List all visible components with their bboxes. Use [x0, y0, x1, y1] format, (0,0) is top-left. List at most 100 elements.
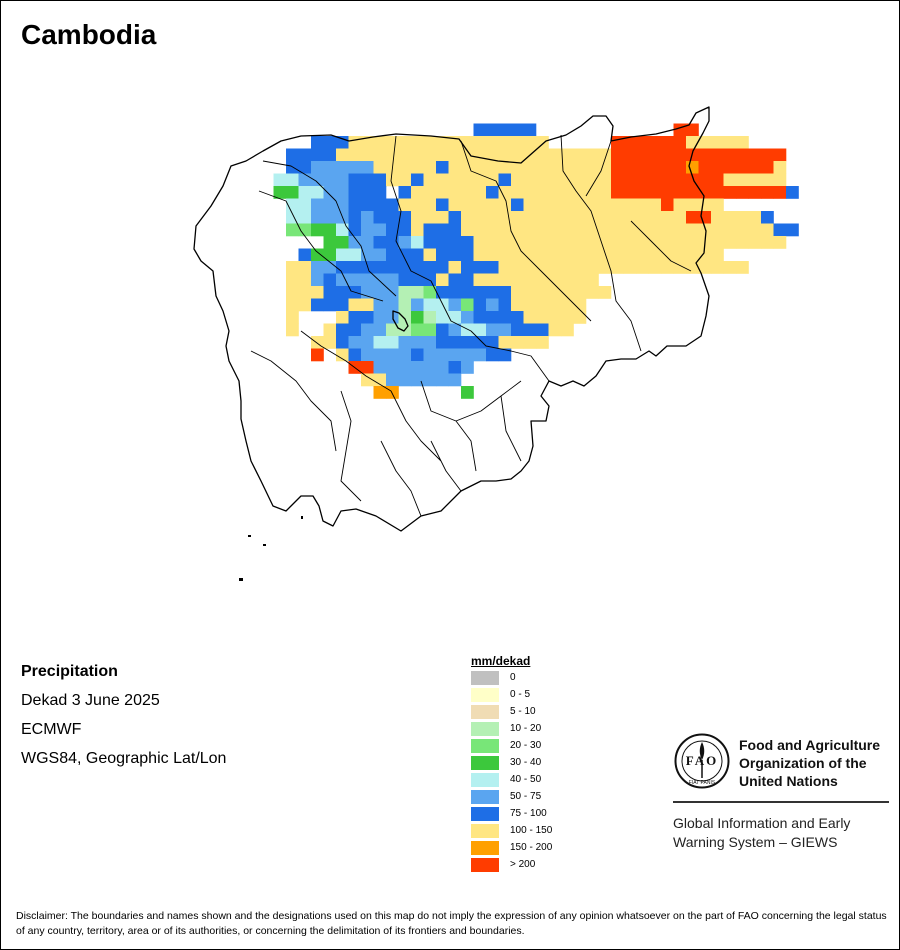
grid-cell	[461, 298, 474, 312]
grid-cell	[436, 373, 449, 387]
grid-cell	[498, 348, 512, 362]
grid-cell	[436, 336, 449, 349]
grid-cell	[548, 173, 562, 187]
grid-cell	[373, 323, 387, 337]
coastal-islands	[239, 516, 303, 581]
grid-cell	[298, 186, 312, 199]
grid-cell	[761, 173, 774, 187]
grid-cell	[586, 148, 599, 162]
grid-cell	[411, 323, 424, 337]
grid-cell	[536, 286, 549, 299]
grid-cell	[523, 236, 537, 249]
legend-swatch	[471, 824, 499, 838]
grid-cell	[611, 198, 624, 212]
grid-cell	[336, 236, 349, 249]
grid-cell	[636, 161, 649, 174]
legend-label: 20 - 30	[510, 740, 542, 751]
grid-cell	[636, 136, 649, 149]
grid-cell	[311, 198, 324, 212]
grid-cell	[648, 261, 662, 274]
grid-cell	[648, 211, 662, 224]
grid-cell	[448, 198, 462, 212]
grid-cell	[436, 223, 449, 237]
grid-cell	[286, 161, 299, 174]
grid-cell	[773, 173, 787, 187]
grid-cell	[511, 123, 524, 137]
grid-cell	[523, 198, 537, 212]
grid-cell	[361, 323, 374, 337]
grid-cell	[536, 148, 549, 162]
grid-cell	[486, 123, 499, 137]
grid-cell	[448, 173, 462, 187]
grid-cell	[336, 261, 349, 274]
giews-line1: Global Information and Early	[673, 815, 851, 831]
grid-cell	[598, 148, 612, 162]
grid-cell	[498, 148, 512, 162]
grid-cell	[686, 136, 699, 149]
grid-cell	[486, 198, 499, 212]
grid-cell	[698, 148, 712, 162]
grid-cell	[411, 148, 424, 162]
grid-cell	[761, 161, 774, 174]
grid-cell	[698, 161, 712, 174]
grid-cell	[586, 286, 599, 299]
grid-cell	[461, 386, 474, 399]
grid-cell	[423, 223, 437, 237]
grid-cell	[473, 198, 487, 212]
grid-cell	[486, 298, 499, 312]
grid-cell	[386, 361, 399, 374]
grid-cell	[473, 261, 487, 274]
grid-cell	[711, 148, 724, 162]
grid-cell	[573, 273, 587, 287]
grid-cell	[486, 161, 499, 174]
grid-cell	[398, 211, 412, 224]
grid-cell	[436, 348, 449, 362]
grid-cell	[636, 261, 649, 274]
grid-cell	[773, 223, 787, 237]
fao-logo-letters: FAO	[686, 753, 718, 768]
grid-cell	[561, 311, 574, 324]
grid-cell	[448, 298, 462, 312]
grid-cell	[673, 136, 687, 149]
grid-cell	[698, 186, 712, 199]
grid-cell	[661, 236, 674, 249]
grid-cell	[423, 361, 437, 374]
grid-cell	[511, 136, 524, 149]
grid-cell	[623, 198, 637, 212]
grid-cell	[523, 186, 537, 199]
grid-cell	[598, 198, 612, 212]
grid-cell	[398, 236, 412, 249]
grid-cell	[311, 248, 324, 262]
grid-cell	[573, 161, 587, 174]
grid-cell	[423, 348, 437, 362]
grid-cell	[636, 173, 649, 187]
legend-swatch	[471, 722, 499, 736]
grid-cell	[486, 273, 499, 287]
grid-cell	[411, 161, 424, 174]
grid-cell	[498, 273, 512, 287]
grid-cell	[436, 273, 449, 287]
grid-cell	[648, 223, 662, 237]
grid-cell	[561, 148, 574, 162]
grid-cell	[336, 248, 349, 262]
grid-cell	[711, 248, 724, 262]
grid-cell	[323, 286, 337, 299]
grid-cell	[473, 286, 487, 299]
legend-swatch	[471, 841, 499, 855]
grid-cell	[361, 136, 374, 149]
grid-cell	[436, 186, 449, 199]
disclaimer: Disclaimer: The boundaries and names sho…	[16, 910, 887, 937]
grid-cell	[386, 386, 399, 399]
grid-cell	[673, 248, 687, 262]
grid-cell	[748, 186, 762, 199]
grid-cell	[373, 161, 387, 174]
grid-cell	[361, 361, 374, 374]
grid-cell	[361, 286, 374, 299]
grid-cell	[436, 311, 449, 324]
legend: mm/dekad 0 0 - 5 5 - 10 10 - 20 20 - 30 30 - …	[471, 654, 552, 874]
grid-cell	[448, 361, 462, 374]
fao-logo-motto: FIAT PANIS	[689, 780, 716, 786]
grid-cell	[486, 348, 499, 362]
grid-cell	[398, 161, 412, 174]
grid-cell	[773, 148, 787, 162]
